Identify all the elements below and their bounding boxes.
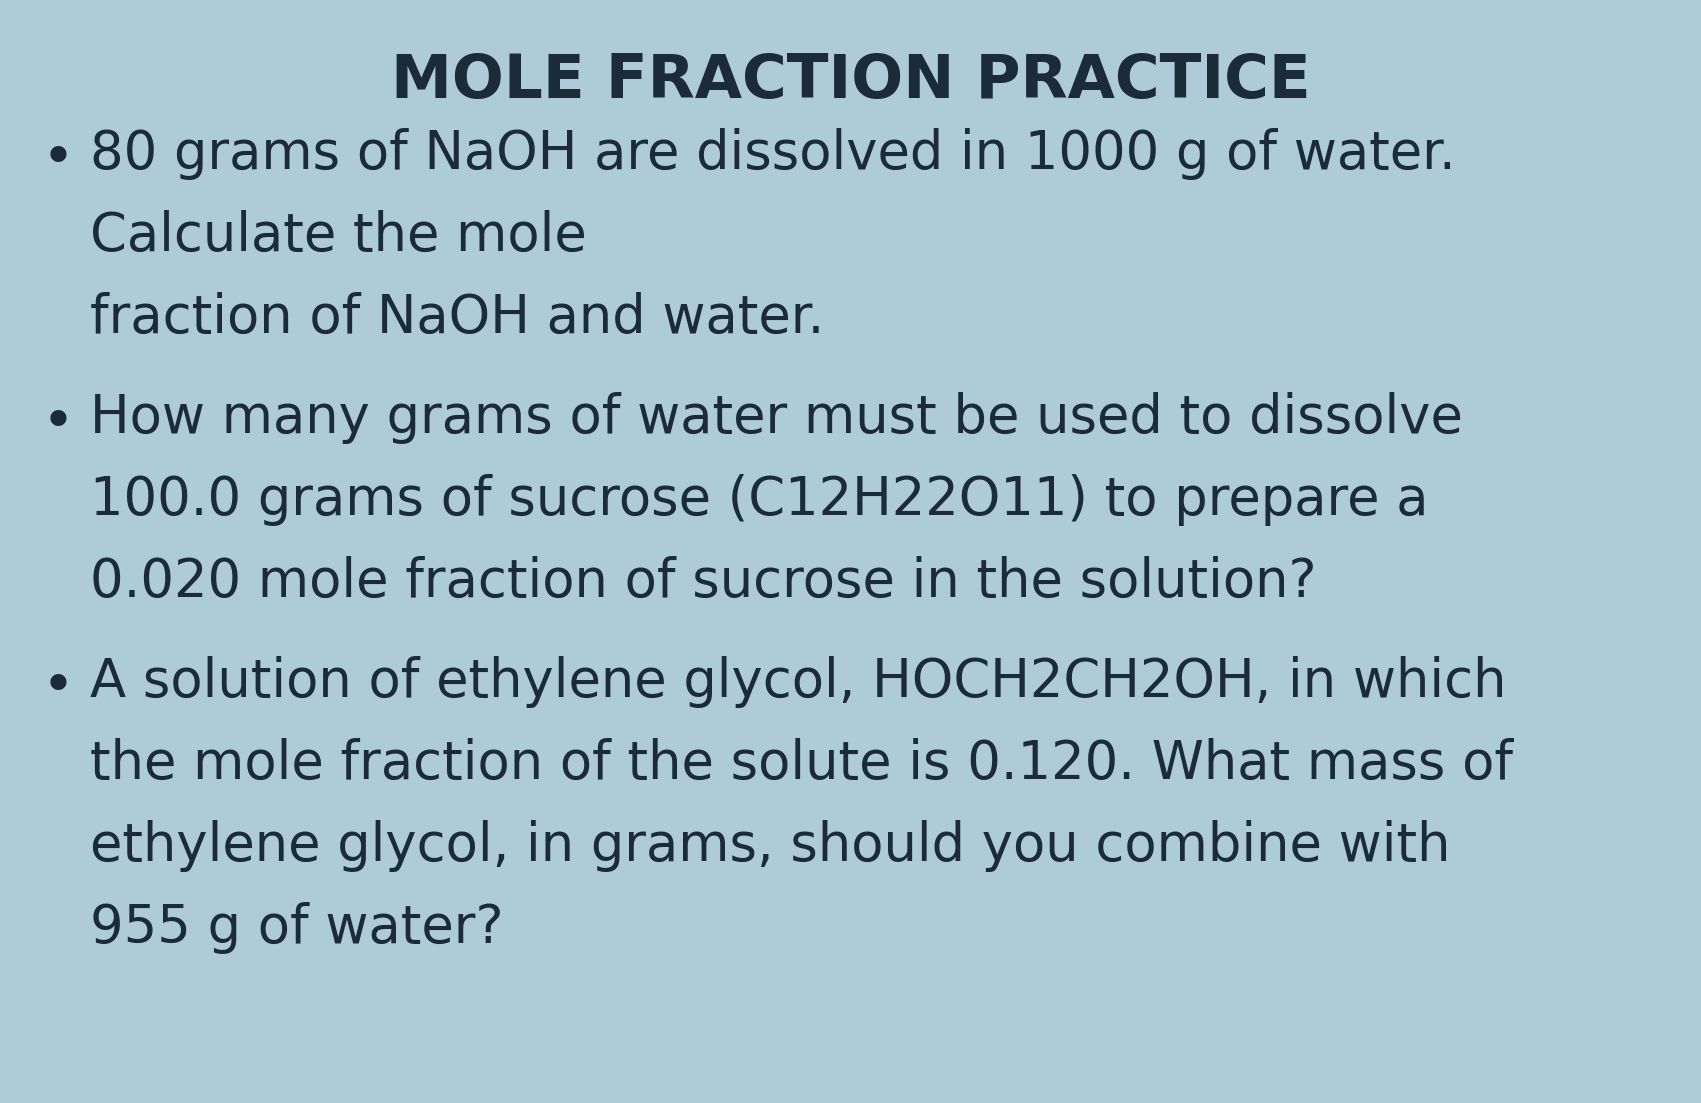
- Text: 80 grams of NaOH are dissolved in 1000 g of water.: 80 grams of NaOH are dissolved in 1000 g…: [90, 128, 1456, 180]
- Text: 0.020 mole fraction of sucrose in the solution?: 0.020 mole fraction of sucrose in the so…: [90, 556, 1317, 608]
- Text: 100.0 grams of sucrose (C12H22O11) to prepare a: 100.0 grams of sucrose (C12H22O11) to pr…: [90, 474, 1429, 526]
- Text: Calculate the mole: Calculate the mole: [90, 210, 587, 263]
- Text: the mole fraction of the solute is 0.120. What mass of: the mole fraction of the solute is 0.120…: [90, 738, 1512, 790]
- Text: How many grams of water must be used to dissolve: How many grams of water must be used to …: [90, 392, 1463, 445]
- Text: •: •: [43, 133, 75, 188]
- Text: 955 g of water?: 955 g of water?: [90, 902, 503, 954]
- Text: fraction of NaOH and water.: fraction of NaOH and water.: [90, 292, 825, 344]
- Text: •: •: [43, 661, 75, 715]
- Text: A solution of ethylene glycol, HOCH2CH2OH, in which: A solution of ethylene glycol, HOCH2CH2O…: [90, 656, 1507, 708]
- Text: •: •: [43, 397, 75, 451]
- Text: MOLE FRACTION PRACTICE: MOLE FRACTION PRACTICE: [391, 52, 1310, 111]
- Text: ethylene glycol, in grams, should you combine with: ethylene glycol, in grams, should you co…: [90, 820, 1451, 872]
